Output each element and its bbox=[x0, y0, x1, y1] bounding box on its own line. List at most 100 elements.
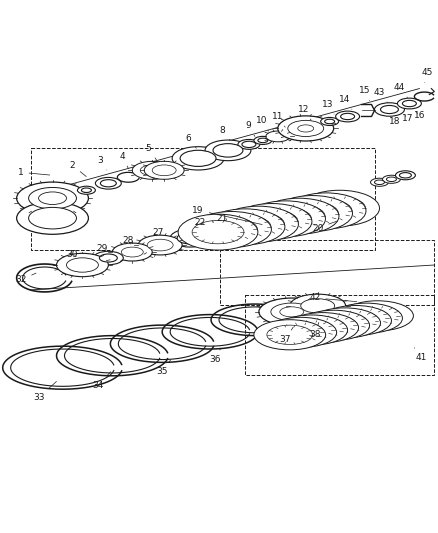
Ellipse shape bbox=[192, 221, 244, 244]
Ellipse shape bbox=[180, 150, 215, 166]
Ellipse shape bbox=[277, 116, 333, 141]
Text: 21: 21 bbox=[212, 214, 227, 223]
Ellipse shape bbox=[287, 120, 323, 136]
Ellipse shape bbox=[288, 320, 334, 340]
Text: 35: 35 bbox=[156, 360, 170, 376]
Ellipse shape bbox=[297, 310, 369, 341]
Ellipse shape bbox=[297, 125, 313, 132]
Ellipse shape bbox=[100, 180, 116, 187]
Text: 20: 20 bbox=[311, 221, 336, 232]
Ellipse shape bbox=[112, 243, 152, 261]
Ellipse shape bbox=[81, 188, 91, 192]
Text: 1: 1 bbox=[18, 168, 49, 177]
Ellipse shape bbox=[335, 111, 359, 122]
Ellipse shape bbox=[253, 320, 325, 350]
Ellipse shape bbox=[205, 209, 284, 245]
Text: 2: 2 bbox=[70, 161, 86, 176]
Ellipse shape bbox=[330, 303, 402, 333]
Ellipse shape bbox=[241, 141, 255, 148]
Text: 22: 22 bbox=[194, 217, 205, 227]
Text: 38: 38 bbox=[308, 322, 320, 340]
Ellipse shape bbox=[245, 201, 325, 237]
Ellipse shape bbox=[66, 258, 98, 272]
Ellipse shape bbox=[28, 207, 76, 229]
Ellipse shape bbox=[286, 313, 358, 343]
Text: 27: 27 bbox=[152, 228, 163, 237]
Ellipse shape bbox=[264, 317, 336, 348]
Ellipse shape bbox=[354, 306, 399, 326]
Ellipse shape bbox=[257, 138, 267, 143]
Ellipse shape bbox=[272, 205, 324, 228]
Ellipse shape bbox=[57, 253, 108, 277]
Text: 42: 42 bbox=[308, 293, 356, 302]
Ellipse shape bbox=[370, 178, 388, 187]
Ellipse shape bbox=[147, 239, 173, 251]
Ellipse shape bbox=[286, 202, 338, 225]
Ellipse shape bbox=[140, 165, 164, 176]
Text: 6: 6 bbox=[185, 134, 196, 148]
Text: 45: 45 bbox=[420, 68, 432, 83]
Ellipse shape bbox=[232, 204, 311, 239]
Ellipse shape bbox=[77, 186, 95, 195]
Ellipse shape bbox=[385, 177, 396, 182]
Ellipse shape bbox=[39, 192, 66, 205]
Ellipse shape bbox=[28, 188, 76, 209]
Ellipse shape bbox=[121, 247, 143, 257]
Ellipse shape bbox=[343, 309, 389, 328]
Ellipse shape bbox=[218, 206, 298, 242]
Ellipse shape bbox=[341, 301, 413, 331]
Text: 9: 9 bbox=[244, 121, 254, 136]
Ellipse shape bbox=[178, 214, 257, 250]
Ellipse shape bbox=[95, 177, 121, 189]
Ellipse shape bbox=[191, 212, 271, 247]
Text: 34: 34 bbox=[92, 372, 110, 390]
Text: 3: 3 bbox=[97, 156, 106, 170]
Text: 12: 12 bbox=[297, 105, 311, 120]
Ellipse shape bbox=[132, 161, 172, 179]
Ellipse shape bbox=[258, 198, 338, 234]
Ellipse shape bbox=[299, 190, 378, 226]
Ellipse shape bbox=[313, 197, 365, 220]
Ellipse shape bbox=[172, 147, 223, 170]
Text: 41: 41 bbox=[413, 348, 426, 362]
Ellipse shape bbox=[196, 226, 223, 238]
Ellipse shape bbox=[399, 173, 410, 178]
Ellipse shape bbox=[396, 98, 420, 109]
Text: 18: 18 bbox=[388, 117, 399, 126]
Text: 43: 43 bbox=[373, 88, 387, 102]
Text: 11: 11 bbox=[272, 112, 285, 127]
Text: 10: 10 bbox=[255, 116, 268, 131]
Ellipse shape bbox=[374, 103, 403, 116]
Ellipse shape bbox=[300, 299, 334, 313]
Text: 36: 36 bbox=[209, 348, 220, 364]
Ellipse shape bbox=[270, 303, 312, 321]
Ellipse shape bbox=[275, 315, 347, 345]
Ellipse shape bbox=[320, 117, 338, 125]
Text: 15: 15 bbox=[358, 86, 369, 101]
Ellipse shape bbox=[321, 313, 367, 333]
Ellipse shape bbox=[17, 202, 88, 235]
Ellipse shape bbox=[381, 175, 399, 183]
Ellipse shape bbox=[272, 196, 352, 231]
Text: 8: 8 bbox=[219, 126, 230, 140]
Text: 33: 33 bbox=[33, 382, 57, 402]
Ellipse shape bbox=[152, 165, 176, 176]
Ellipse shape bbox=[286, 193, 365, 229]
Ellipse shape bbox=[299, 318, 345, 337]
Ellipse shape bbox=[332, 311, 378, 330]
Ellipse shape bbox=[138, 235, 182, 255]
Ellipse shape bbox=[144, 161, 184, 179]
Ellipse shape bbox=[170, 229, 209, 247]
Ellipse shape bbox=[258, 298, 324, 326]
Ellipse shape bbox=[99, 254, 117, 262]
Ellipse shape bbox=[265, 131, 289, 142]
Ellipse shape bbox=[253, 136, 271, 144]
Ellipse shape bbox=[340, 114, 354, 119]
Text: 14: 14 bbox=[338, 95, 351, 109]
Ellipse shape bbox=[17, 182, 88, 214]
Ellipse shape bbox=[289, 294, 345, 318]
Text: 29: 29 bbox=[96, 244, 108, 253]
Text: 19: 19 bbox=[192, 206, 261, 224]
Ellipse shape bbox=[93, 251, 123, 265]
Ellipse shape bbox=[402, 100, 415, 107]
